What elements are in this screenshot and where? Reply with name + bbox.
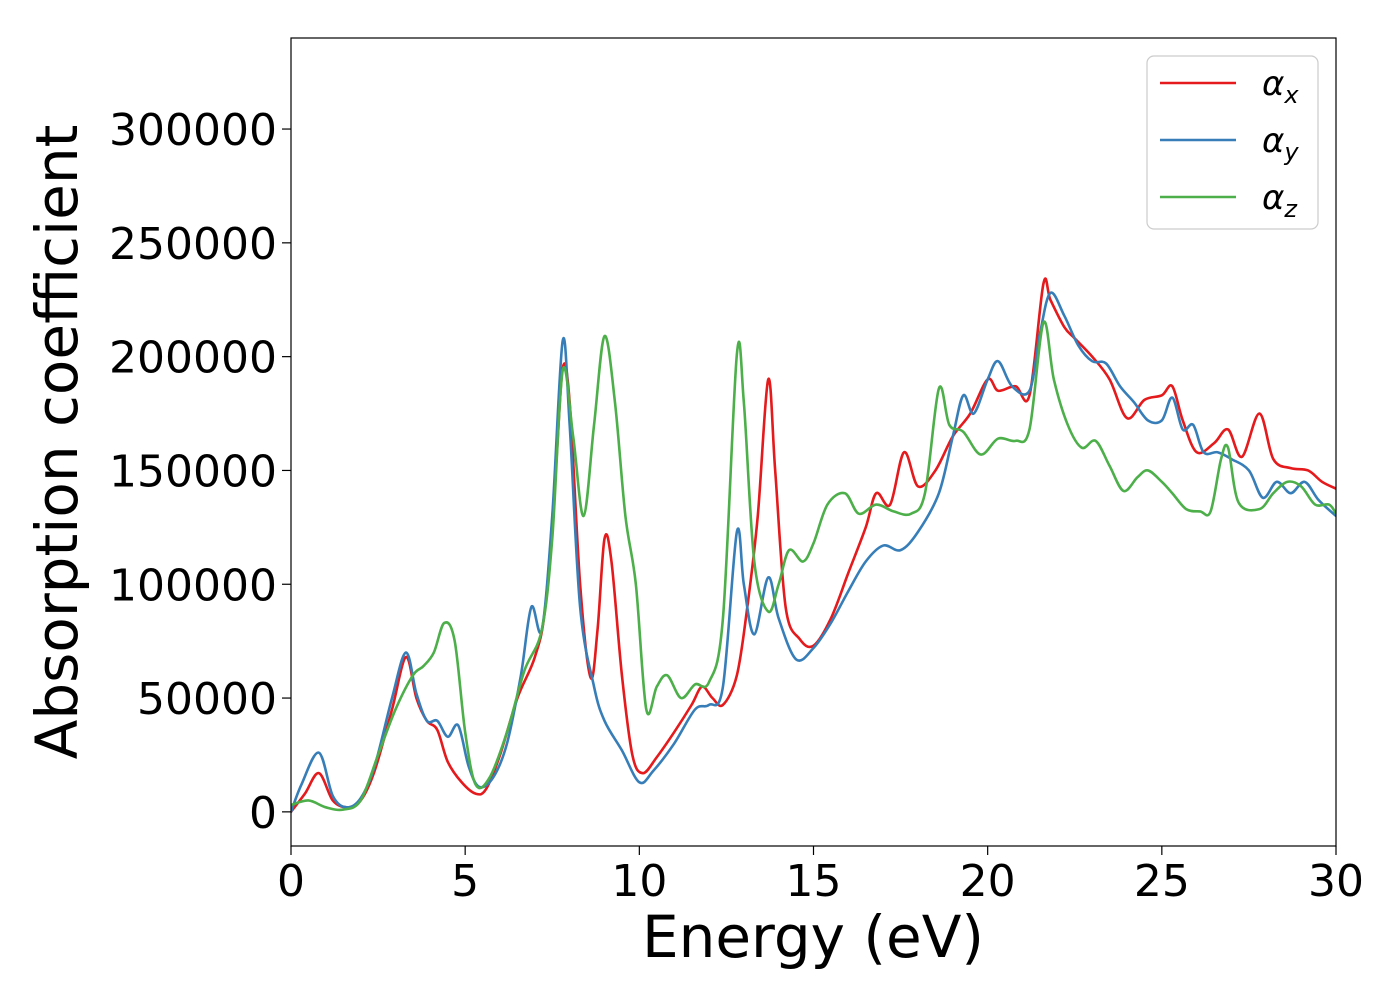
x-tick-label: 20 <box>960 856 1016 907</box>
series-layer <box>291 277 1336 814</box>
y-tick-label: 150000 <box>109 446 277 497</box>
x-tick-label: 30 <box>1308 856 1364 907</box>
x-tick-label: 5 <box>451 856 479 907</box>
y-axis-title: Absorption coefficient <box>23 125 91 760</box>
y-tick-label: 50000 <box>137 674 277 725</box>
x-tick-label: 10 <box>611 856 667 907</box>
series-line-z <box>291 320 1336 812</box>
legend-label-z: αz <box>1262 178 1298 223</box>
legend-label-x: αx <box>1262 64 1299 109</box>
legend-label-base: α <box>1262 121 1284 161</box>
y-tick-label: 200000 <box>109 333 277 384</box>
x-tick-label: 25 <box>1134 856 1190 907</box>
x-tick-label: 15 <box>786 856 842 907</box>
y-axis-ticks: 0 50000 100000 150000 200000 250000 300000 <box>109 105 291 839</box>
legend-box <box>1146 55 1319 230</box>
series-line-x <box>291 277 1336 814</box>
y-tick-label: 300000 <box>109 105 277 156</box>
y-tick-label: 0 <box>249 788 277 839</box>
x-axis-ticks: 0 5 10 15 20 25 30 <box>277 846 1364 907</box>
legend-label-subscript: z <box>1283 195 1298 223</box>
series-line-y <box>291 291 1336 814</box>
legend-label-y: αy <box>1262 121 1299 166</box>
x-axis-title: Energy (eV) <box>642 903 984 971</box>
y-tick-label: 250000 <box>109 219 277 270</box>
x-tick-label: 0 <box>277 856 305 907</box>
legend-label-subscript: y <box>1283 138 1299 166</box>
legend-label-subscript: x <box>1283 81 1299 109</box>
legend-label-base: α <box>1262 64 1284 104</box>
y-tick-label: 100000 <box>109 560 277 611</box>
legend-label-base: α <box>1262 178 1284 218</box>
